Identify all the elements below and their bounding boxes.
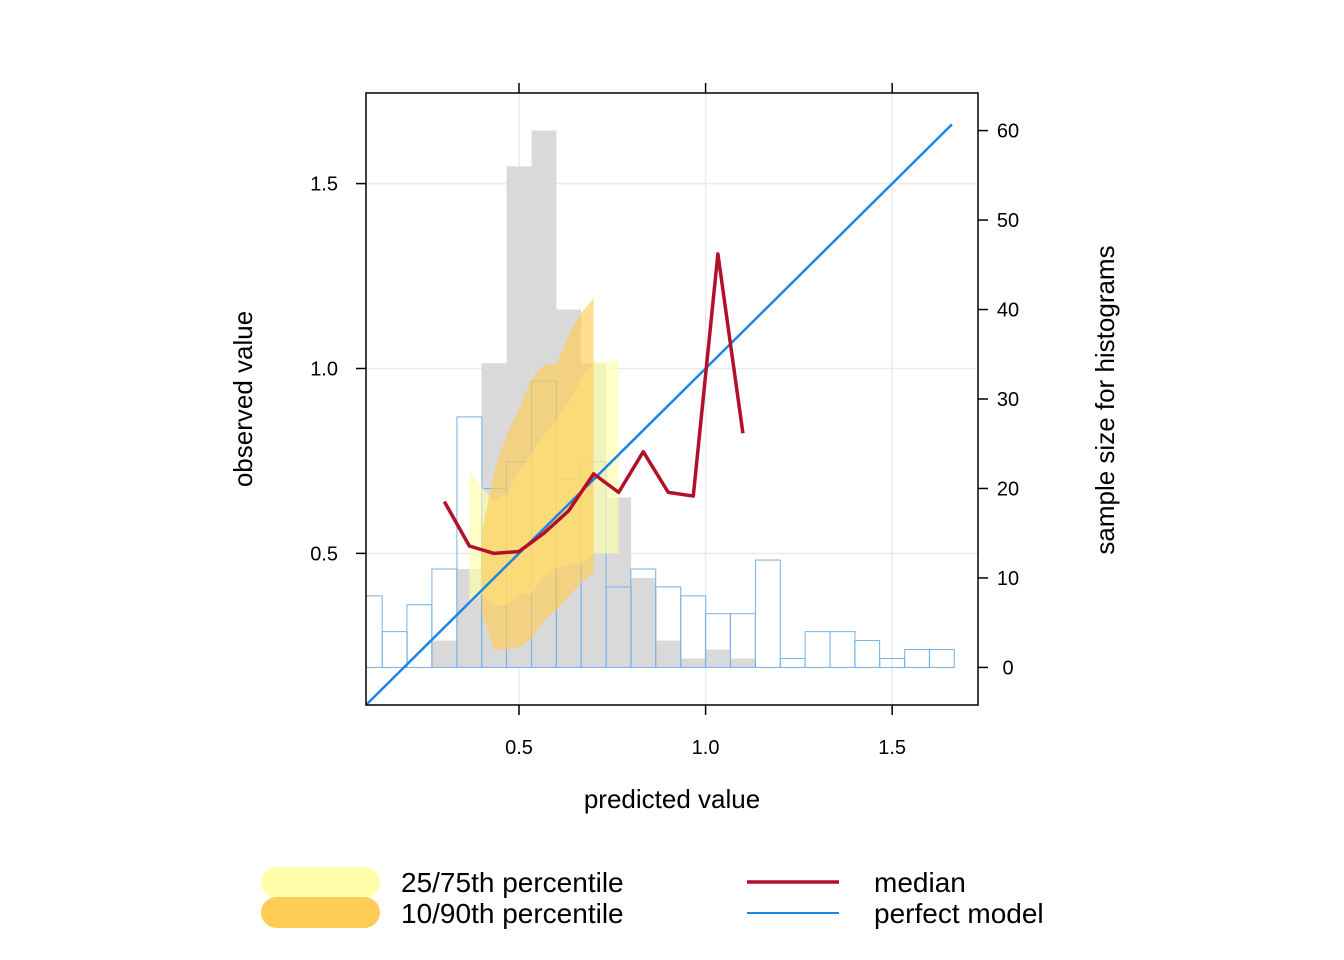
y2-tick-label: 50 — [997, 210, 1019, 232]
y-axis-title: observed value — [228, 311, 258, 487]
legend-label-10-90-percentile: 10/90th percentile — [401, 898, 624, 929]
legend-key-25-75-percentile — [261, 867, 380, 898]
median-line — [442, 252, 745, 556]
predicted-hist-bar — [804, 631, 831, 668]
observed-hist-bar — [655, 640, 681, 668]
observed-hist-bar — [705, 649, 731, 668]
legend-label-perfect-model: perfect model — [874, 898, 1044, 929]
y2-tick-label: 30 — [997, 389, 1019, 411]
predicted-hist-bar — [754, 559, 781, 668]
y-tick-label: 1.0 — [310, 358, 338, 380]
legend-label-25-75-percentile: 25/75th percentile — [401, 867, 624, 898]
legend: 25/75th percentile 10/90th percentile me… — [261, 867, 1044, 929]
x-tick-label: 1.5 — [878, 737, 906, 759]
observed-hist-bar — [680, 658, 706, 668]
observed-hist-bar — [630, 577, 656, 668]
y2-tick-label: 40 — [997, 300, 1019, 322]
predicted-hist-bar — [779, 657, 806, 668]
x-tick-label: 1.0 — [692, 737, 720, 759]
y2-axis-title: sample size for histograms — [1090, 245, 1120, 554]
predicted-hist-bar — [406, 604, 433, 668]
predicted-hist-bar — [829, 631, 856, 668]
y-tick-label: 1.5 — [310, 174, 338, 196]
legend-key-10-90-percentile — [261, 897, 380, 928]
y2-tick-label: 0 — [1002, 657, 1013, 679]
predicted-hist-bar — [928, 649, 955, 668]
x-tick-label: 0.5 — [505, 737, 533, 759]
y2-tick-label: 20 — [997, 478, 1019, 500]
predicted-hist-bar — [381, 631, 408, 668]
predicted-hist-bar — [854, 640, 881, 668]
y2-tick-label: 10 — [997, 568, 1019, 590]
y2-tick-label: 60 — [997, 121, 1019, 143]
observed-hist-bar — [431, 640, 457, 668]
x-axis-title: predicted value — [584, 784, 760, 814]
axes: 0.5 1.0 1.5 0.5 1.0 1.5 0 10 20 30 40 50 60 — [310, 83, 1019, 759]
perfect-model-line — [366, 123, 953, 705]
series-lines — [366, 123, 953, 705]
y-tick-label: 0.5 — [310, 543, 338, 565]
predicted-hist-bar — [366, 595, 383, 668]
observed-hist-bar — [730, 658, 756, 668]
legend-label-median: median — [874, 867, 966, 898]
predicted-hist-bar — [680, 595, 707, 668]
predicted-hist-bar — [904, 649, 931, 668]
